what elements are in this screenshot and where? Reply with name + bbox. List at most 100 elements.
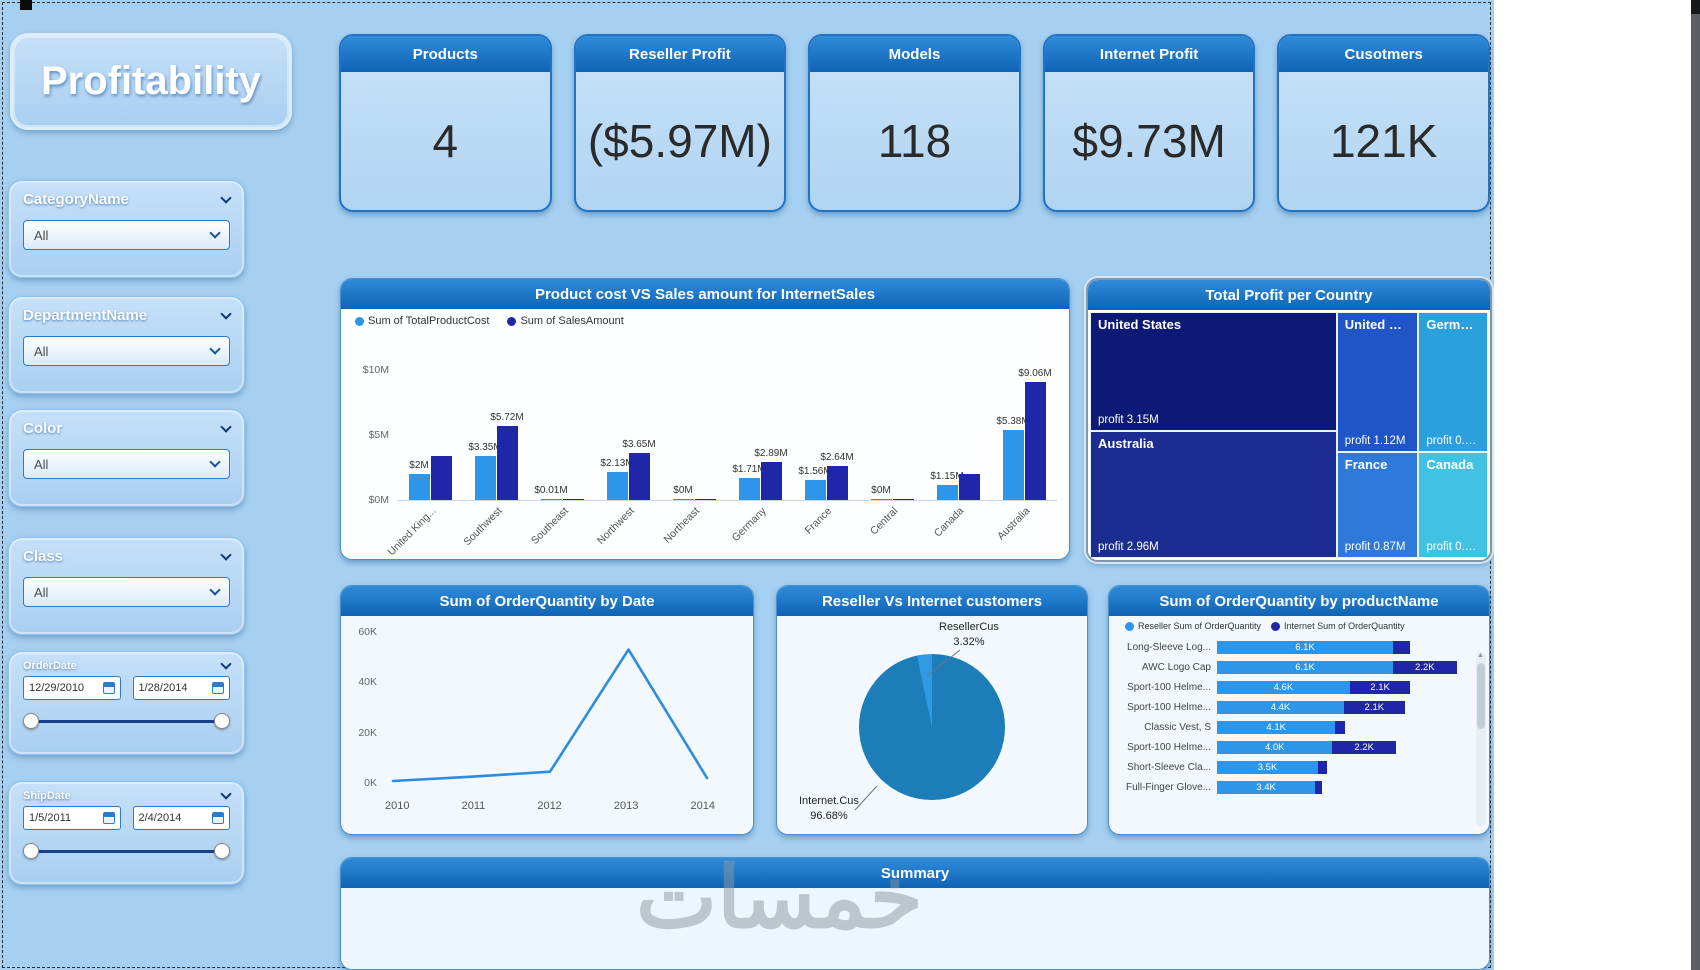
end-date-field[interactable]: 2/4/2014	[132, 806, 230, 830]
treemap-profit-per-country[interactable]: Total Profit per Country United States pr…	[1086, 278, 1492, 562]
bar-segment[interactable]: 2.2K	[1332, 740, 1396, 754]
bar-segment[interactable]: 2.1K	[1349, 680, 1411, 694]
slice-name: Internet.Cus	[799, 795, 859, 807]
scroll-up-icon[interactable]: ▲	[1477, 652, 1484, 659]
line-series[interactable]	[385, 622, 715, 797]
y-axis-tick: 0K	[364, 777, 377, 789]
bar-segment[interactable]: 4.4K	[1217, 700, 1344, 714]
bar[interactable]	[606, 472, 628, 500]
bar-segment[interactable]: 4.1K	[1217, 720, 1336, 734]
bar-segment[interactable]	[1393, 640, 1411, 654]
x-axis-label: Australia	[995, 505, 1033, 543]
legend-dot-icon	[1271, 621, 1281, 631]
bar-segment[interactable]	[1318, 760, 1327, 774]
chevron-down-icon[interactable]	[220, 788, 232, 800]
kpi-card-internet-profit[interactable]: Internet Profit $9.73M	[1042, 34, 1256, 212]
bar[interactable]	[408, 474, 430, 500]
bar-segment[interactable]: 2.1K	[1344, 700, 1405, 714]
slicer-dropdown[interactable]: All	[23, 449, 230, 479]
legend-item[interactable]: Sum of TotalProductCost	[355, 315, 489, 327]
treemap-tile[interactable]: France profit 0.87M	[1336, 452, 1419, 558]
bar[interactable]	[760, 462, 782, 500]
legend-item[interactable]: Sum of SalesAmount	[507, 315, 624, 327]
bar-segment[interactable]: 6.1K	[1217, 640, 1394, 654]
bar-segment[interactable]: 2.2K	[1393, 660, 1457, 674]
slider-handle-end[interactable]	[214, 713, 230, 729]
kpi-row: Products 4 Reseller Profit ($5.97M) Mode…	[339, 34, 1490, 212]
bar-segment[interactable]: 3.4K	[1217, 780, 1316, 794]
bar[interactable]	[892, 498, 914, 500]
window-scrollbar[interactable]	[1691, 0, 1700, 970]
end-date-field[interactable]: 1/28/2014	[132, 676, 230, 700]
chevron-down-icon[interactable]	[220, 307, 232, 320]
slider-track[interactable]	[31, 720, 222, 723]
chart-body	[341, 888, 1489, 969]
kpi-card-models[interactable]: Models 118	[808, 34, 1021, 212]
line-chart-orderquantity-by-date[interactable]: Sum of OrderQuantity by Date 0K 20K 40K 60K…	[340, 585, 754, 835]
kpi-card-reseller-profit[interactable]: Reseller Profit ($5.97M)	[573, 34, 787, 212]
bar-wrap: $1.71M	[732, 351, 766, 500]
slicer-dropdown[interactable]: All	[23, 577, 230, 607]
treemap-tile[interactable]: Australia profit 2.96M	[1090, 431, 1337, 558]
legend-item[interactable]: Internet Sum of OrderQuantity	[1271, 621, 1405, 631]
treemap-tile[interactable]: Germany profit 0.96...	[1418, 312, 1488, 453]
kpi-card-products[interactable]: Products 4	[339, 34, 552, 212]
chevron-down-icon[interactable]	[220, 548, 232, 561]
bar-segment[interactable]	[1335, 720, 1346, 734]
slider-handle-start[interactable]	[23, 713, 39, 729]
y-axis-labels: 0K 20K 40K 60K	[341, 622, 379, 797]
bar-segment[interactable]: 4.6K	[1217, 680, 1350, 694]
summary-card[interactable]: Summary	[340, 857, 1490, 970]
scrollbar-thumb[interactable]	[1477, 663, 1485, 729]
slice-name: ResellerCus	[939, 621, 999, 633]
kpi-card-customers[interactable]: Cusotmers 121K	[1277, 34, 1490, 212]
bar[interactable]	[694, 498, 716, 500]
report-title: Profitability	[40, 59, 262, 103]
selection-handle[interactable]	[20, 0, 32, 10]
bar-chart-orderquantity-by-product[interactable]: Sum of OrderQuantity by productName Rese…	[1108, 585, 1490, 835]
start-date-field[interactable]: 12/29/2010	[23, 676, 121, 700]
data-label: $0M	[871, 484, 891, 496]
bar[interactable]	[628, 452, 650, 500]
bar[interactable]	[1002, 430, 1024, 500]
treemap-tile[interactable]: United States profit 3.15M	[1090, 312, 1337, 432]
bar[interactable]	[474, 456, 496, 500]
start-date-field[interactable]: 1/5/2011	[23, 806, 121, 830]
column-chart-cost-vs-sales[interactable]: Product cost VS Sales amount for Interne…	[340, 278, 1070, 560]
pie-chart[interactable]	[859, 654, 1005, 800]
dropdown-value: All	[34, 227, 49, 243]
bar[interactable]	[738, 477, 760, 500]
bar-segment[interactable]: 3.5K	[1217, 760, 1319, 774]
slicer-dropdown[interactable]: All	[23, 336, 230, 366]
bar-segment[interactable]	[1315, 780, 1323, 794]
bar[interactable]	[958, 474, 980, 500]
treemap-tile[interactable]: United Ki... profit 1.12M	[1336, 312, 1419, 453]
chevron-down-icon[interactable]	[220, 191, 232, 204]
slider-handle-end[interactable]	[214, 843, 230, 859]
slider-track[interactable]	[31, 850, 222, 853]
legend-item[interactable]: Reseller Sum of OrderQuantity	[1125, 621, 1261, 631]
legend-label: Sum of SalesAmount	[520, 315, 624, 327]
bar-segment[interactable]: 4.0K	[1217, 740, 1333, 754]
slider-handle-start[interactable]	[23, 843, 39, 859]
bar[interactable]	[1024, 382, 1046, 500]
bar[interactable]	[562, 498, 584, 500]
bar[interactable]	[496, 425, 518, 500]
chevron-down-icon[interactable]	[220, 420, 232, 433]
category-label: AWC Logo Cap	[1141, 661, 1211, 673]
chevron-down-icon[interactable]	[220, 658, 232, 670]
bar[interactable]	[430, 455, 452, 500]
treemap-tile[interactable]: Canada profit 0.6...	[1418, 452, 1488, 558]
x-axis-label: United King...	[385, 505, 439, 559]
pie-chart-reseller-vs-internet[interactable]: Reseller Vs Internet customers ResellerC…	[776, 585, 1088, 835]
bar[interactable]	[870, 498, 892, 500]
bar[interactable]	[540, 498, 562, 500]
bar[interactable]	[804, 479, 826, 500]
bar[interactable]	[672, 498, 694, 500]
bar[interactable]	[826, 465, 848, 500]
x-axis-label: Central	[868, 505, 901, 538]
slicer-dropdown[interactable]: All	[23, 220, 230, 250]
chart-scrollbar[interactable]: ▲	[1476, 652, 1486, 826]
bar-segment[interactable]: 6.1K	[1217, 660, 1394, 674]
bar[interactable]	[936, 485, 958, 500]
